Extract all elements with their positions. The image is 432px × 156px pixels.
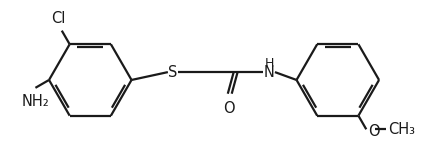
Text: N: N <box>264 65 274 80</box>
Text: H: H <box>264 57 274 70</box>
Text: O: O <box>223 101 235 116</box>
Text: CH₃: CH₃ <box>388 122 415 137</box>
Text: NH₂: NH₂ <box>22 94 49 109</box>
Text: S: S <box>168 65 178 80</box>
Text: O: O <box>368 124 380 139</box>
Text: Cl: Cl <box>51 11 65 26</box>
